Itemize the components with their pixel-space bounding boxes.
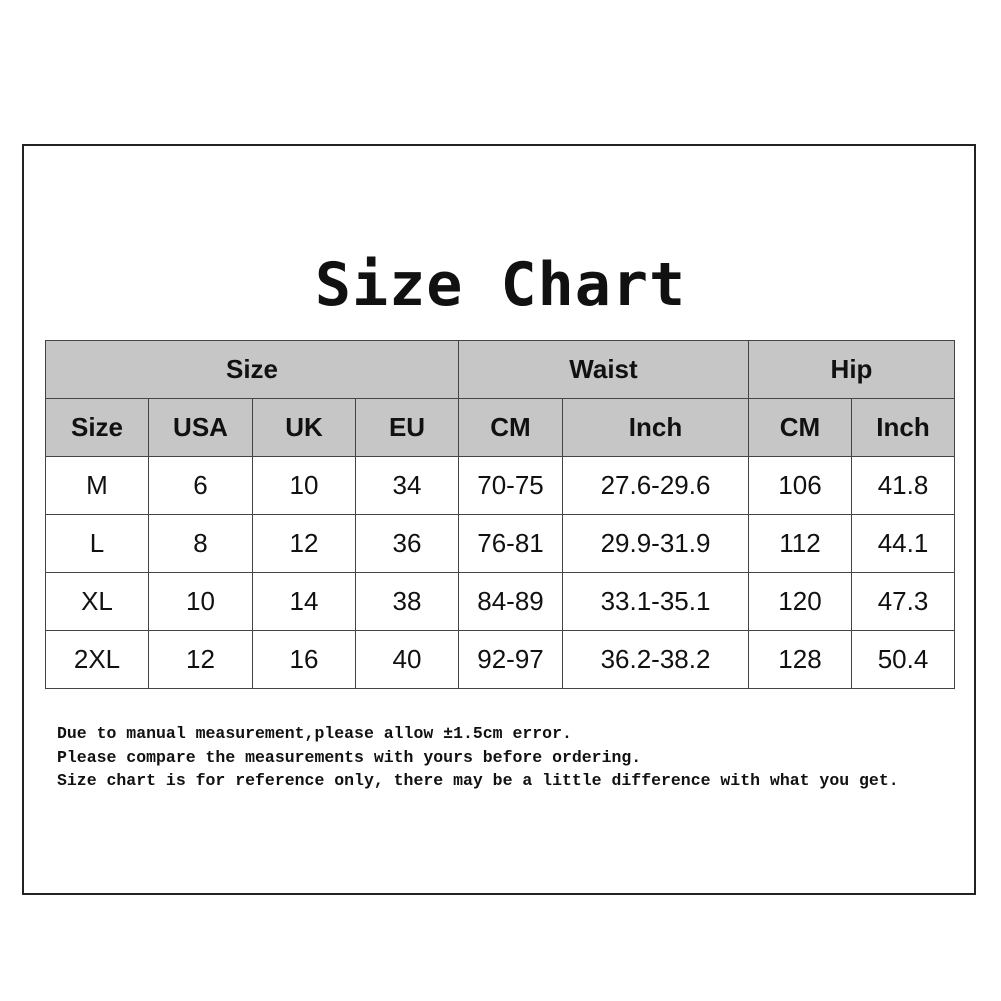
table-cell: 12 [252,514,356,573]
column-header: Size [45,398,149,457]
table-cell: 44.1 [851,514,955,573]
column-header: CM [458,398,563,457]
note-line: Size chart is for reference only, there … [57,771,899,790]
table-row: XL 10 14 38 84-89 33.1-35.1 120 47.3 [45,572,955,631]
table-cell: 36 [355,514,459,573]
table-cell: 36.2-38.2 [562,630,749,689]
notes: Due to manual measurement,please allow ±… [57,722,899,793]
table-cell: 40 [355,630,459,689]
table-cell: 106 [748,456,852,515]
table-cell: 70-75 [458,456,563,515]
table-cell: 120 [748,572,852,631]
note-line: Due to manual measurement,please allow ±… [57,724,572,743]
table-row: M 6 10 34 70-75 27.6-29.6 106 41.8 [45,456,955,515]
table-row: 2XL 12 16 40 92-97 36.2-38.2 128 50.4 [45,630,955,689]
table-cell: 41.8 [851,456,955,515]
table-cell: 12 [148,630,253,689]
table-cell: 92-97 [458,630,563,689]
column-header: Inch [562,398,749,457]
column-header: EU [355,398,459,457]
table-cell: 27.6-29.6 [562,456,749,515]
header-group-waist: Waist [458,340,749,399]
table-cell: 128 [748,630,852,689]
column-header-row: Size USA UK EU CM Inch CM Inch [45,398,955,457]
table-cell: 6 [148,456,253,515]
header-group-hip: Hip [748,340,955,399]
page-title: Size Chart [314,250,687,320]
table-cell: 8 [148,514,253,573]
table-cell: 2XL [45,630,149,689]
column-header: UK [252,398,356,457]
table-cell: 112 [748,514,852,573]
table-cell: M [45,456,149,515]
header-group-row: Size Waist Hip [45,340,955,399]
column-header: Inch [851,398,955,457]
note-line: Please compare the measurements with you… [57,747,642,767]
size-table: Size Waist Hip Size USA UK EU CM Inch CM Inch M… [45,340,955,689]
table-cell: 50.4 [851,630,955,689]
table-cell: L [45,514,149,573]
header-group-size: Size [45,340,459,399]
table-cell: 29.9-31.9 [562,514,749,573]
table-cell: 34 [355,456,459,515]
table-cell: 10 [252,456,356,515]
table-cell: XL [45,572,149,631]
table-cell: 76-81 [458,514,563,573]
table-cell: 14 [252,572,356,631]
table-cell: 38 [355,572,459,631]
table-cell: 10 [148,572,253,631]
table-cell: 33.1-35.1 [562,572,749,631]
column-header: CM [748,398,852,457]
chart-frame [22,144,976,895]
table-cell: 16 [252,630,356,689]
column-header: USA [148,398,253,457]
table-row: L 8 12 36 76-81 29.9-31.9 112 44.1 [45,514,955,573]
table-cell: 47.3 [851,572,955,631]
table-cell: 84-89 [458,572,563,631]
